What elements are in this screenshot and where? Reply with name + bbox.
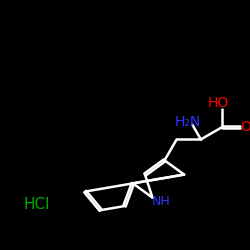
Text: O: O xyxy=(240,120,250,134)
Text: H₂N: H₂N xyxy=(174,115,201,129)
Text: NH: NH xyxy=(152,195,170,208)
Text: HO: HO xyxy=(208,96,229,110)
Text: HCl: HCl xyxy=(23,197,50,212)
